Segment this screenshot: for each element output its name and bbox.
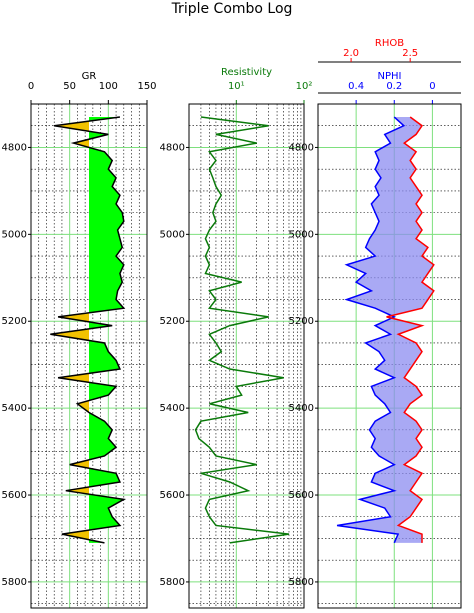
x-tick-label: 50 <box>63 81 76 92</box>
y-tick-label: 5600 <box>289 490 314 501</box>
y-tick-label: 5600 <box>2 490 27 501</box>
track-frame <box>188 103 305 609</box>
y-tick-label: 5400 <box>289 403 314 414</box>
y-tick-label: 4800 <box>2 142 27 153</box>
y-tick-label: 5000 <box>2 229 27 240</box>
x-tick-label: 100 <box>99 81 118 92</box>
track-frame <box>30 103 148 609</box>
y-tick-label: 5400 <box>2 403 27 414</box>
x-tick-label: 0.4 <box>348 81 364 92</box>
shale-fill <box>89 117 124 543</box>
x-tick-label: 10² <box>296 81 313 92</box>
x2-tick-label: 2.5 <box>402 48 418 59</box>
y-tick-label: 5200 <box>160 316 185 327</box>
y-tick-label: 5800 <box>2 577 27 588</box>
log-curve <box>336 116 406 544</box>
track-frame <box>317 103 462 609</box>
x-tick-label: 0 <box>429 81 435 92</box>
x-tick-label: 0 <box>28 81 34 92</box>
x-axis-label: Resistivity <box>221 67 272 78</box>
y-tick-label: 5000 <box>289 229 314 240</box>
y-tick-label: 5400 <box>160 403 185 414</box>
track: 4800 5000 5200 5400 5600 5800 0 50 100 150 GR <box>2 71 157 609</box>
y-tick-label: 4800 <box>289 142 314 153</box>
x-axis-label: GR <box>82 71 97 82</box>
x2-axis-label: RHOB <box>375 38 404 49</box>
y-tick-label: 5000 <box>160 229 185 240</box>
x-tick-label: 150 <box>137 81 156 92</box>
chart-title: Triple Combo Log <box>171 1 293 17</box>
x2-tick-label: 2.0 <box>343 48 359 59</box>
log-curve <box>194 116 290 544</box>
crossover-fill <box>337 117 434 543</box>
track: 4800 5000 5200 5400 5600 5800 10¹ 10² Resistivit… <box>160 67 313 609</box>
y-tick-label: 5600 <box>160 490 185 501</box>
y-tick-label: 5200 <box>2 316 27 327</box>
y-tick-label: 5200 <box>289 316 314 327</box>
x-tick-label: 10¹ <box>228 81 245 92</box>
log-curve <box>386 116 435 543</box>
y-tick-label: 4800 <box>160 142 185 153</box>
x-tick-label: 0.2 <box>386 81 402 92</box>
log-curve <box>50 116 127 544</box>
y-tick-label: 5800 <box>289 577 314 588</box>
y-tick-label: 5800 <box>160 577 185 588</box>
x-axis-label: NPHI <box>378 71 402 82</box>
track-background <box>189 104 304 608</box>
